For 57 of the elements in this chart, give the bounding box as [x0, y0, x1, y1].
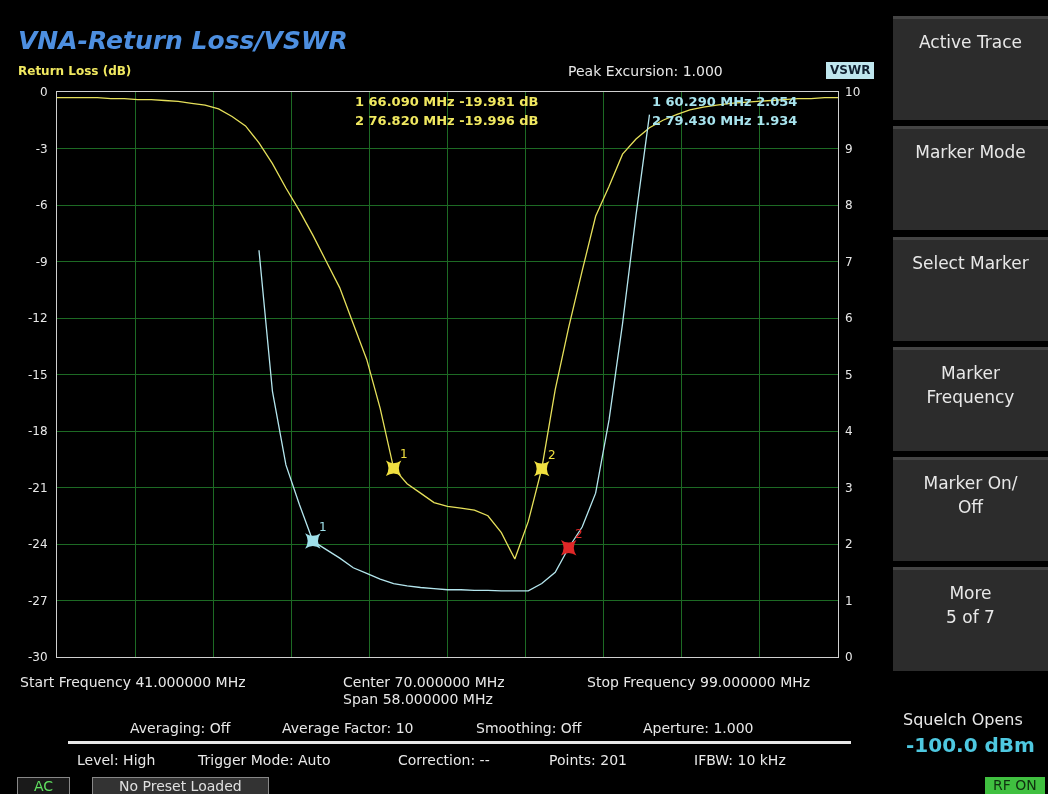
- y2-tick-label: 6: [845, 311, 853, 326]
- y-tick-label: -21: [27, 480, 48, 495]
- y2-tick-label: 5: [845, 367, 853, 382]
- text: More 5 of 7: [945, 582, 996, 629]
- annotation: 2: [548, 448, 556, 462]
- text: Average Factor: 10: [282, 720, 414, 737]
- annotation: 1: [400, 447, 408, 461]
- text: Aperture: 1.000: [643, 720, 754, 737]
- y-tick-label: -6: [35, 198, 48, 213]
- text: Correction: --: [398, 752, 490, 769]
- y2-tick-label: 10: [845, 85, 861, 100]
- text: Averaging: Off: [130, 720, 231, 737]
- text: Marker Mode: [914, 141, 1027, 164]
- y-tick-label: -30: [27, 650, 48, 665]
- text: Trigger Mode: Auto: [198, 752, 331, 769]
- y-tick-label: -27: [27, 593, 48, 608]
- y2-tick-label: 7: [845, 254, 853, 269]
- text: Active Trace: [917, 31, 1024, 54]
- annotation: 1 66.090 MHz -19.981 dB: [355, 93, 539, 110]
- y2-tick-label: 9: [845, 141, 853, 156]
- y2-tick-label: 4: [845, 424, 853, 439]
- y-axis-title: Return Loss (dB): [18, 63, 132, 80]
- text: Peak Excursion: 1.000: [568, 63, 723, 80]
- text: -100.0 dBm: [906, 732, 1035, 758]
- text: Start Frequency 41.000000 MHz: [20, 674, 246, 691]
- text: Select Marker: [911, 252, 1030, 275]
- y-tick-label: 0: [39, 85, 48, 100]
- text: Marker Frequency: [925, 362, 1016, 409]
- y-tick-label: -18: [27, 424, 48, 439]
- y2-tick-label: 2: [845, 537, 853, 552]
- y-tick-label: -3: [35, 141, 48, 156]
- text: Level: High: [77, 752, 156, 769]
- y2-tick-label: 8: [845, 198, 853, 213]
- y2-tick-label: 1: [845, 593, 853, 608]
- text: Stop Frequency 99.000000 MHz: [587, 674, 811, 691]
- text: IFBW: 10 kHz: [694, 752, 786, 769]
- text: Squelch Opens: [903, 710, 1023, 730]
- annotation: 1: [319, 520, 327, 534]
- line-series: [258, 113, 651, 592]
- chart-title: VNA-Return Loss/VSWR: [18, 26, 348, 56]
- y-tick-label: -12: [27, 311, 48, 326]
- y-tick-label: -15: [27, 367, 48, 382]
- y2-axis-title: VSWR: [826, 62, 875, 79]
- text: Center 70.000000 MHz: [343, 674, 505, 691]
- text: Span 58.000000 MHz: [343, 691, 493, 708]
- text: Points: 201: [549, 752, 627, 769]
- text: Smoothing: Off: [476, 720, 582, 737]
- text: No Preset Loaded: [92, 777, 269, 794]
- y2-tick-label: 0: [845, 650, 853, 665]
- line-series: [57, 97, 838, 560]
- y-tick-label: -9: [35, 254, 48, 269]
- y-tick-label: -24: [27, 537, 48, 552]
- text: AC: [17, 777, 71, 794]
- y2-tick-label: 3: [845, 480, 853, 495]
- text: RF ON: [985, 777, 1045, 794]
- annotation: 2 76.820 MHz -19.996 dB: [355, 112, 539, 129]
- text: Marker On/ Off: [922, 472, 1019, 519]
